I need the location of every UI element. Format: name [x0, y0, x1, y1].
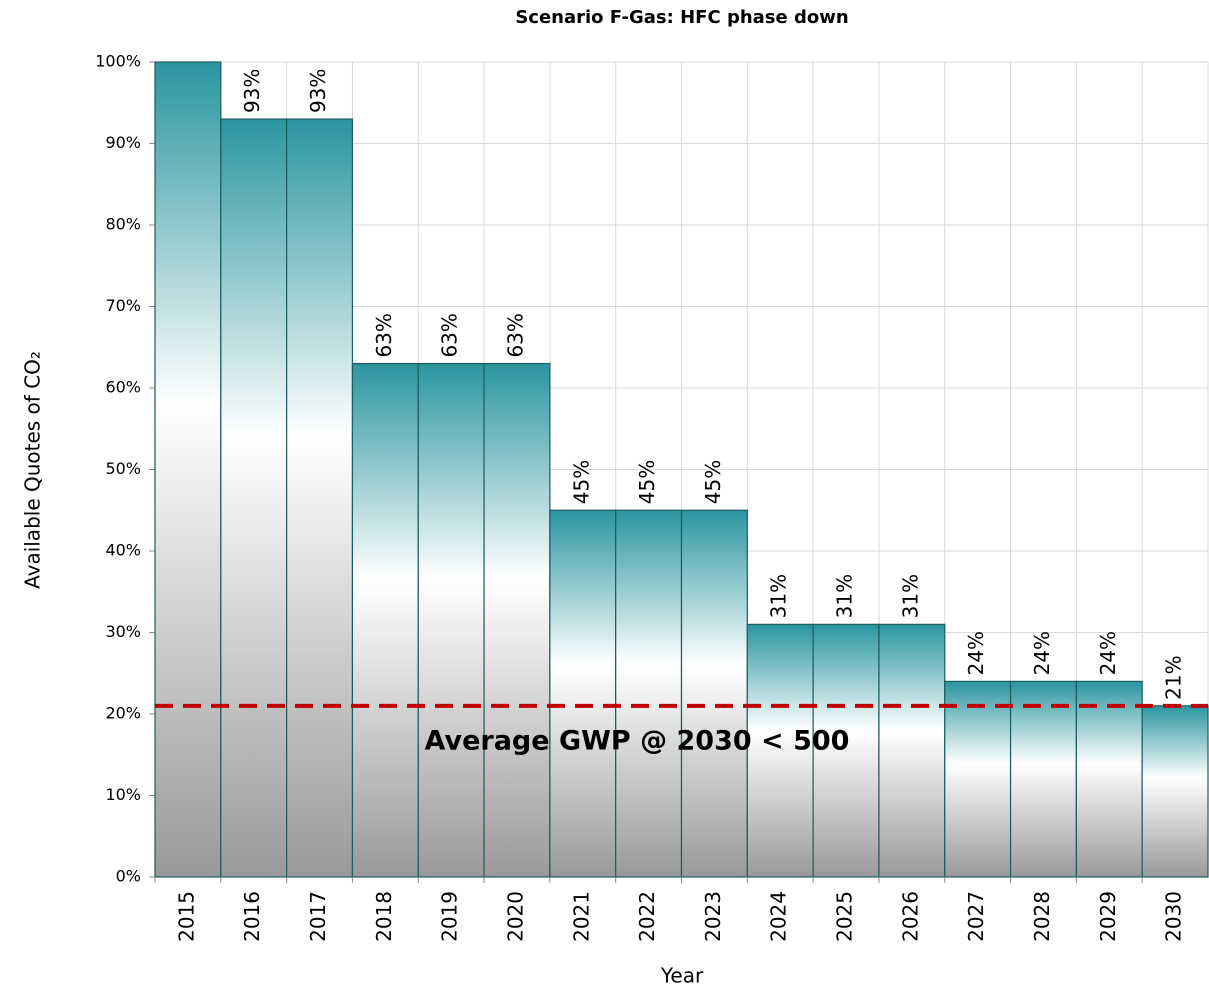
- bar: [812, 623, 880, 878]
- x-tick-label: 2021: [569, 891, 593, 942]
- data-label: 63%: [503, 313, 527, 357]
- data-label: 31%: [833, 574, 857, 618]
- data-label: 21%: [1162, 655, 1186, 699]
- data-label: 31%: [898, 574, 922, 618]
- bar: [680, 509, 748, 878]
- y-tick-label: 40%: [105, 541, 141, 560]
- x-tick-label: 2029: [1096, 891, 1120, 942]
- y-tick-label: 10%: [105, 785, 141, 804]
- bar: [746, 623, 814, 878]
- x-tick-label: 2024: [767, 891, 791, 942]
- data-label: 24%: [964, 631, 988, 675]
- data-label: 63%: [438, 313, 462, 357]
- chart-title: Scenario F-Gas: HFC phase down: [515, 7, 848, 28]
- x-tick-label: 2025: [833, 891, 857, 942]
- bar: [1075, 680, 1143, 878]
- x-tick-label: 2027: [964, 891, 988, 942]
- bar: [220, 118, 288, 878]
- x-tick-label: 2026: [898, 891, 922, 942]
- y-axis-label: Available Quotes of CO₂: [21, 351, 45, 589]
- x-tick-label: 2015: [174, 891, 198, 942]
- bar: [154, 61, 222, 878]
- x-tick-label: 2017: [306, 891, 330, 942]
- bar: [878, 623, 946, 878]
- y-tick-label: 20%: [105, 704, 141, 723]
- x-tick-label: 2030: [1162, 891, 1186, 942]
- data-label: 24%: [1096, 631, 1120, 675]
- y-tick-label: 0%: [116, 867, 141, 886]
- y-tick-label: 90%: [105, 133, 141, 152]
- x-tick-label: 2016: [240, 891, 264, 942]
- data-label: 93%: [240, 69, 264, 113]
- y-tick-label: 80%: [105, 215, 141, 234]
- x-tick-label: 2022: [635, 891, 659, 942]
- data-label: 24%: [1030, 631, 1054, 675]
- x-tick-label: 2023: [701, 891, 725, 942]
- bar: [944, 680, 1012, 878]
- x-axis-label: Year: [660, 964, 704, 988]
- data-label: 45%: [635, 460, 659, 504]
- data-label: 93%: [306, 69, 330, 113]
- y-tick-label: 30%: [105, 622, 141, 641]
- bar: [417, 362, 485, 878]
- bar: [483, 362, 551, 878]
- data-label: 63%: [372, 313, 396, 357]
- x-tick-label: 2018: [372, 891, 396, 942]
- y-tick-label: 50%: [105, 459, 141, 478]
- annotation: Average GWP @ 2030 < 500: [425, 725, 850, 756]
- data-label: 45%: [701, 460, 725, 504]
- data-label: 31%: [767, 574, 791, 618]
- y-tick-label: 60%: [105, 378, 141, 397]
- bar: [549, 509, 617, 878]
- data-label: 45%: [569, 460, 593, 504]
- bar: [351, 362, 419, 878]
- y-tick-label: 70%: [105, 296, 141, 315]
- bar: [286, 118, 354, 878]
- x-tick-label: 2028: [1030, 891, 1054, 942]
- bar: [1009, 680, 1077, 878]
- x-tick-label: 2020: [503, 891, 527, 942]
- x-tick-label: 2019: [438, 891, 462, 942]
- bar: [615, 509, 683, 878]
- bar: [1141, 705, 1209, 878]
- y-tick-label: 100%: [95, 52, 141, 71]
